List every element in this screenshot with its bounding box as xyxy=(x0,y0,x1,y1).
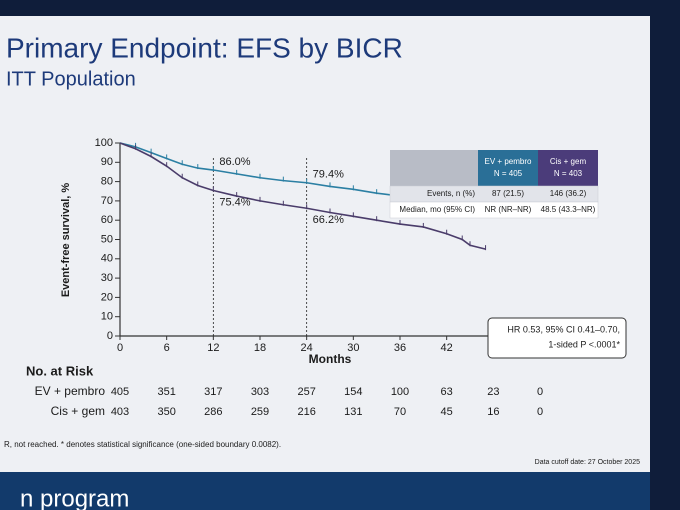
survival-curve xyxy=(119,142,486,250)
table-header-n: N = 405 xyxy=(494,169,523,178)
y-tick-label: 10 xyxy=(101,311,113,323)
hr-text: HR 0.53, 95% CI 0.41–0.70, xyxy=(507,324,620,334)
at-risk-count: 317 xyxy=(204,386,222,398)
at-risk-count: 257 xyxy=(297,386,315,398)
y-tick-label: 30 xyxy=(101,272,113,284)
table-row xyxy=(389,201,599,219)
table-header-cell xyxy=(538,150,598,186)
at-risk-count: 351 xyxy=(157,386,175,398)
annotation: 86.0% xyxy=(219,156,250,168)
x-tick-label: 24 xyxy=(301,342,313,354)
at-risk-count: 403 xyxy=(111,406,129,418)
x-tick-label: 30 xyxy=(347,342,359,354)
table-header-cell xyxy=(478,150,538,186)
at-risk-count: 23 xyxy=(487,386,499,398)
slide-footer-band xyxy=(0,472,650,510)
at-risk-name: EV + pembro xyxy=(35,384,106,398)
y-tick-label: 40 xyxy=(101,253,113,265)
at-risk-count: 16 xyxy=(487,406,499,418)
x-tick-label: 0 xyxy=(117,342,123,354)
table-cell: NR (NR–NR) xyxy=(485,205,532,214)
footnote: R, not reached. * denotes statistical si… xyxy=(4,440,281,449)
at-risk-count: 350 xyxy=(157,406,175,418)
at-risk-count: 286 xyxy=(204,406,222,418)
slide xyxy=(0,16,650,472)
at-risk-count: 70 xyxy=(394,406,406,418)
y-tick-label: 20 xyxy=(101,291,113,303)
x-tick-label: 42 xyxy=(441,342,453,354)
cutoff-note: Data cutoff date: 27 October 2025 xyxy=(535,459,640,466)
background-text: n program xyxy=(20,485,129,510)
at-risk-count: 405 xyxy=(111,386,129,398)
chart-subtitle: ITT Population xyxy=(6,68,136,90)
y-tick-label: 60 xyxy=(101,214,113,226)
at-risk-count: 0 xyxy=(537,386,543,398)
hr-box xyxy=(487,317,627,359)
x-tick-label: 6 xyxy=(164,342,170,354)
hr-text: 1-sided P <.0001* xyxy=(548,339,620,349)
y-tick-label: 70 xyxy=(101,195,113,207)
at-risk-count: 100 xyxy=(391,386,409,398)
table-header: EV + pembro xyxy=(485,157,532,166)
at-risk-name: Cis + gem xyxy=(51,404,105,418)
at-risk-count: 63 xyxy=(441,386,453,398)
x-tick-label: 18 xyxy=(254,342,266,354)
y-tick-label: 100 xyxy=(95,137,113,149)
at-risk-count: 303 xyxy=(251,386,269,398)
table-header-n: N = 403 xyxy=(554,169,583,178)
y-tick-label: 0 xyxy=(107,330,113,342)
table-row-label: Median, mo (95% CI) xyxy=(399,205,475,214)
annotation: 75.4% xyxy=(219,196,250,208)
table-cell: 48.5 (43.3–NR) xyxy=(541,205,596,214)
x-axis-label: Months xyxy=(309,352,352,366)
annotation: 66.2% xyxy=(313,214,344,226)
at-risk-title: No. at Risk xyxy=(26,363,94,378)
at-risk-count: 45 xyxy=(441,406,453,418)
y-tick-label: 90 xyxy=(101,156,113,168)
table-row-label: Events, n (%) xyxy=(427,189,475,198)
annotation: 79.4% xyxy=(313,169,344,181)
table-cell: 87 (21.5) xyxy=(492,189,524,198)
table-corner xyxy=(390,150,478,186)
table-cell: 146 (36.2) xyxy=(550,189,587,198)
chart-title: Primary Endpoint: EFS by BICR xyxy=(6,32,403,63)
y-tick-label: 80 xyxy=(101,176,113,188)
at-risk-count: 216 xyxy=(297,406,315,418)
at-risk-count: 0 xyxy=(537,406,543,418)
at-risk-count: 131 xyxy=(344,406,362,418)
x-tick-label: 36 xyxy=(394,342,406,354)
table-header: Cis + gem xyxy=(550,157,587,166)
x-tick-label: 12 xyxy=(207,342,219,354)
at-risk-count: 259 xyxy=(251,406,269,418)
y-axis-label: Event-free survival, % xyxy=(60,183,72,298)
y-tick-label: 50 xyxy=(101,233,113,245)
at-risk-count: 154 xyxy=(344,386,362,398)
